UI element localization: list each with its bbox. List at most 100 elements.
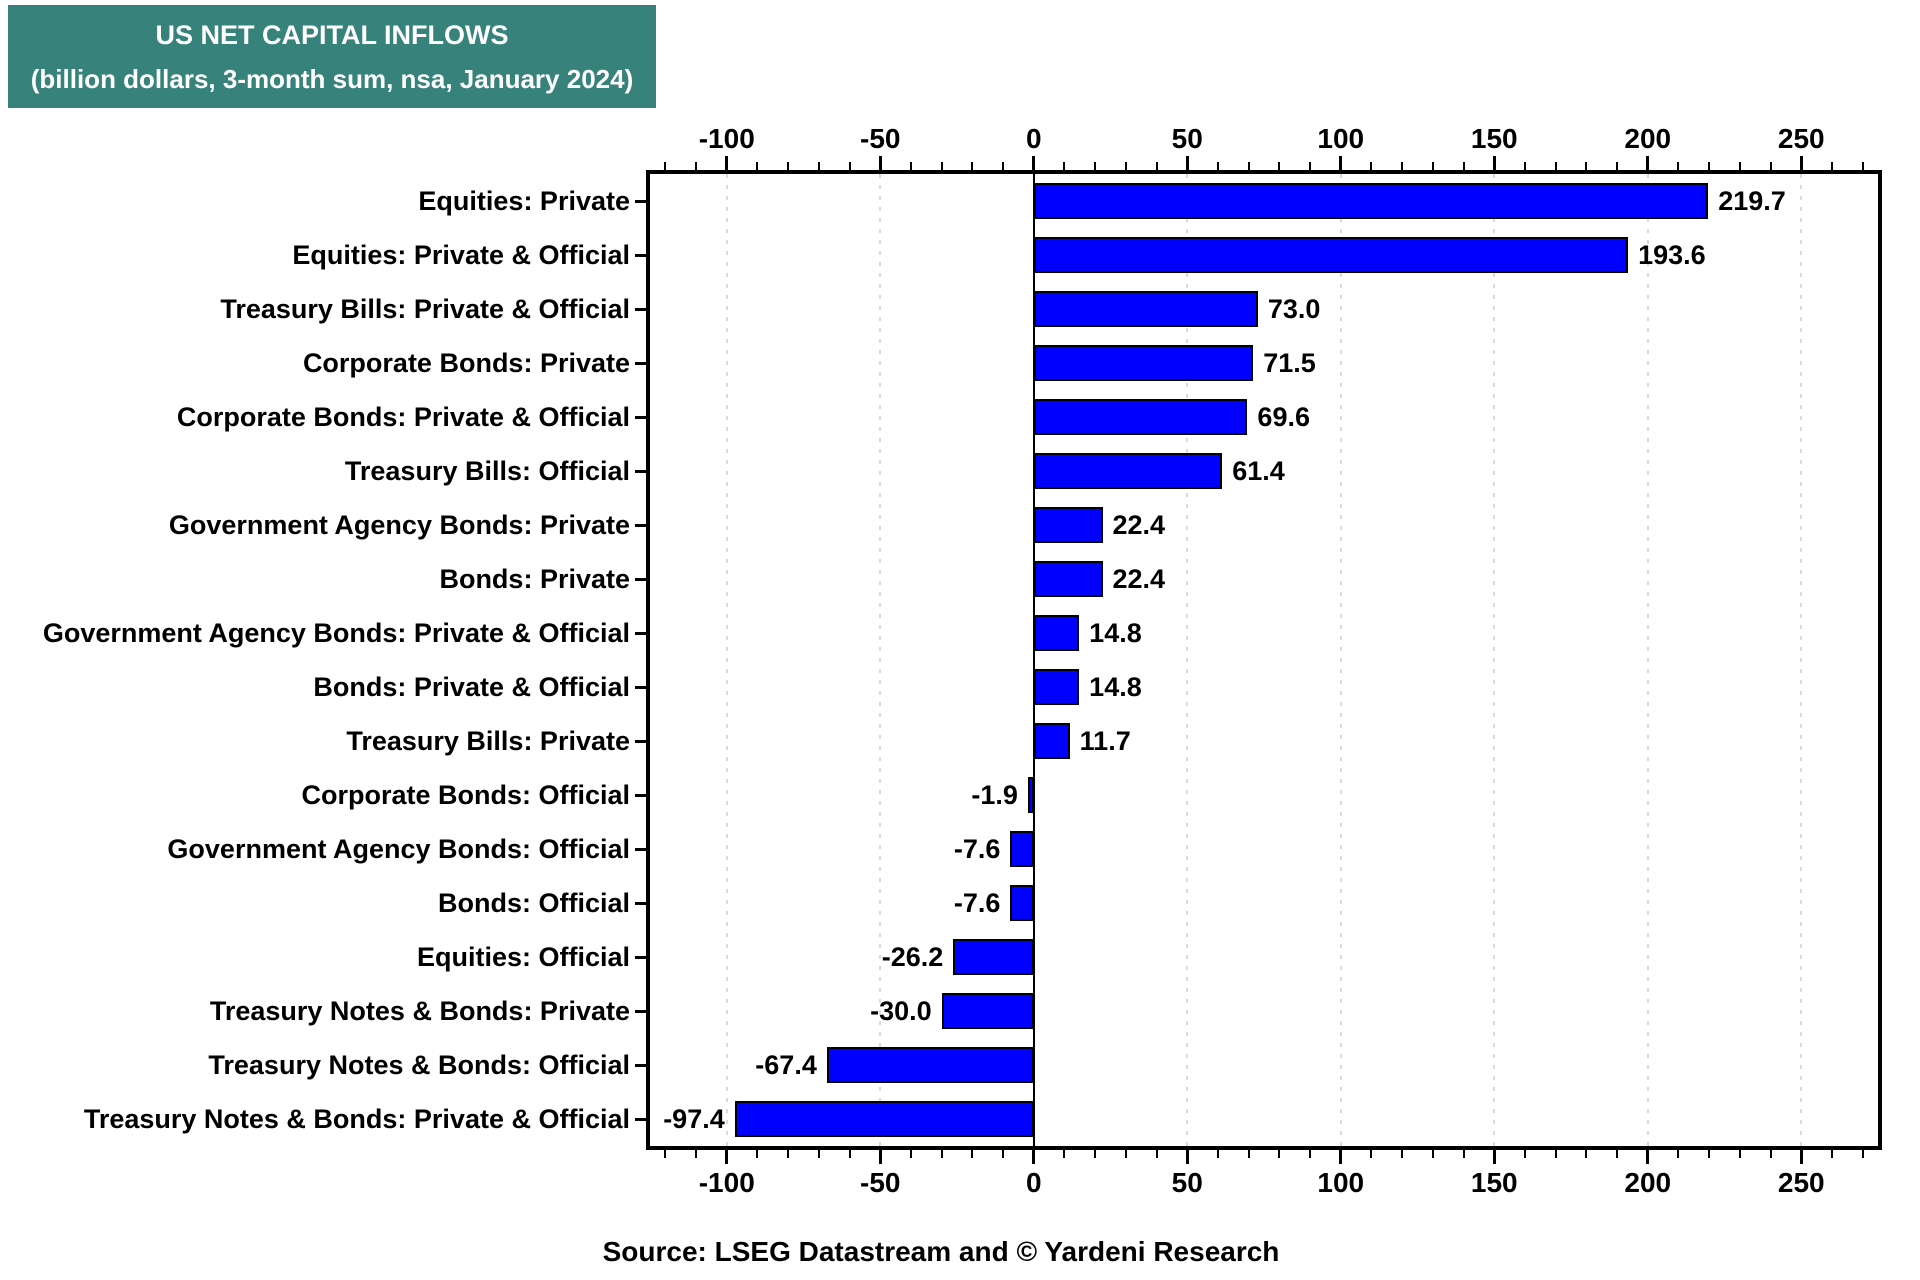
bar bbox=[953, 939, 1034, 975]
x-minor-tick-top bbox=[848, 162, 851, 170]
x-minor-tick-top bbox=[817, 162, 820, 170]
value-label: 71.5 bbox=[1263, 348, 1316, 378]
x-minor-tick-bottom bbox=[1616, 1150, 1619, 1158]
x-major-tick-bottom bbox=[1032, 1150, 1036, 1164]
bar bbox=[1010, 831, 1034, 867]
x-minor-tick-top bbox=[971, 162, 974, 170]
x-minor-tick-bottom bbox=[756, 1150, 759, 1158]
bar bbox=[1033, 183, 1709, 219]
x-minor-tick-top bbox=[940, 162, 943, 170]
bar bbox=[1033, 399, 1248, 435]
x-minor-tick-top bbox=[1861, 162, 1864, 170]
x-minor-tick-top bbox=[1278, 162, 1281, 170]
x-minor-tick-top bbox=[1738, 162, 1741, 170]
x-major-tick-bottom bbox=[878, 1150, 882, 1164]
category-tick bbox=[635, 901, 646, 905]
x-tick-label-bottom: 250 bbox=[1777, 1167, 1825, 1198]
x-minor-tick-top bbox=[664, 162, 667, 170]
bar bbox=[941, 993, 1034, 1029]
x-minor-tick-bottom bbox=[1431, 1150, 1434, 1158]
x-major-tick-top bbox=[1339, 156, 1343, 170]
x-minor-tick-bottom bbox=[1278, 1150, 1281, 1158]
x-minor-tick-bottom bbox=[1708, 1150, 1711, 1158]
x-minor-tick-top bbox=[1769, 162, 1772, 170]
x-minor-tick-top bbox=[1830, 162, 1833, 170]
category-tick bbox=[635, 523, 646, 527]
bar bbox=[1033, 615, 1080, 651]
x-minor-tick-top bbox=[1585, 162, 1588, 170]
category-tick bbox=[635, 577, 646, 581]
category-tick bbox=[635, 1117, 646, 1121]
x-minor-tick-top bbox=[1554, 162, 1557, 170]
category-tick bbox=[635, 847, 646, 851]
x-minor-tick-bottom bbox=[1216, 1150, 1219, 1158]
x-tick-label-top: 250 bbox=[1777, 123, 1825, 154]
category-label: Corporate Bonds: Private & Official bbox=[176, 402, 630, 432]
x-tick-label-bottom: 50 bbox=[1171, 1167, 1203, 1198]
bar bbox=[1027, 777, 1034, 813]
bar bbox=[1033, 453, 1223, 489]
x-minor-tick-bottom bbox=[1124, 1150, 1127, 1158]
x-minor-tick-bottom bbox=[1738, 1150, 1741, 1158]
category-tick bbox=[635, 793, 646, 797]
x-minor-tick-top bbox=[1462, 162, 1465, 170]
bar bbox=[734, 1101, 1034, 1137]
category-tick bbox=[635, 685, 646, 689]
x-minor-tick-top bbox=[1708, 162, 1711, 170]
gridline bbox=[725, 174, 728, 1146]
category-label: Treasury Notes & Bonds: Official bbox=[208, 1050, 630, 1080]
x-minor-tick-bottom bbox=[1861, 1150, 1864, 1158]
category-tick bbox=[635, 739, 646, 743]
category-label: Treasury Bills: Private bbox=[346, 726, 630, 756]
x-major-tick-bottom bbox=[1339, 1150, 1343, 1164]
x-minor-tick-top bbox=[695, 162, 698, 170]
x-minor-tick-top bbox=[1370, 162, 1373, 170]
bar bbox=[1033, 561, 1103, 597]
x-minor-tick-top bbox=[1094, 162, 1097, 170]
category-tick bbox=[635, 199, 646, 203]
x-minor-tick-bottom bbox=[1462, 1150, 1465, 1158]
value-label: 14.8 bbox=[1089, 618, 1142, 648]
value-label: -67.4 bbox=[755, 1050, 817, 1080]
x-minor-tick-top bbox=[1523, 162, 1526, 170]
x-minor-tick-bottom bbox=[971, 1150, 974, 1158]
x-minor-tick-bottom bbox=[1063, 1150, 1066, 1158]
x-tick-label-top: 150 bbox=[1470, 123, 1518, 154]
x-minor-tick-bottom bbox=[848, 1150, 851, 1158]
value-label: -7.6 bbox=[953, 888, 1001, 918]
x-minor-tick-top bbox=[909, 162, 912, 170]
x-major-tick-top bbox=[1492, 156, 1496, 170]
category-tick bbox=[635, 955, 646, 959]
x-minor-tick-bottom bbox=[909, 1150, 912, 1158]
category-label: Bonds: Official bbox=[437, 888, 630, 918]
x-tick-label-bottom: -50 bbox=[860, 1167, 901, 1198]
gridline bbox=[1339, 174, 1342, 1146]
value-label: -1.9 bbox=[971, 780, 1018, 810]
x-minor-tick-top bbox=[756, 162, 759, 170]
x-minor-tick-bottom bbox=[1554, 1150, 1557, 1158]
category-label: Equities: Official bbox=[416, 942, 630, 972]
gridline bbox=[879, 174, 882, 1146]
category-label: Treasury Notes & Bonds: Private & Offici… bbox=[83, 1104, 630, 1134]
bar bbox=[1033, 291, 1258, 327]
x-minor-tick-top bbox=[1616, 162, 1619, 170]
x-major-tick-bottom bbox=[1492, 1150, 1496, 1164]
category-label: Government Agency Bonds: Private & Offic… bbox=[42, 618, 630, 648]
x-minor-tick-top bbox=[1002, 162, 1005, 170]
x-minor-tick-bottom bbox=[1523, 1150, 1526, 1158]
value-label: 69.6 bbox=[1257, 402, 1310, 432]
category-label: Bonds: Private bbox=[439, 564, 630, 594]
bar bbox=[1033, 723, 1070, 759]
zero-axis-line bbox=[1032, 174, 1035, 1146]
x-minor-tick-top bbox=[1247, 162, 1250, 170]
category-label: Government Agency Bonds: Private bbox=[168, 510, 630, 540]
bar bbox=[1033, 507, 1103, 543]
value-label: 22.4 bbox=[1112, 510, 1166, 540]
value-label: 22.4 bbox=[1112, 564, 1166, 594]
category-label: Treasury Bills: Private & Official bbox=[220, 294, 630, 324]
bar bbox=[1010, 885, 1034, 921]
value-label: -26.2 bbox=[881, 942, 944, 972]
x-minor-tick-bottom bbox=[664, 1150, 667, 1158]
x-minor-tick-top bbox=[1155, 162, 1158, 170]
x-minor-tick-bottom bbox=[1401, 1150, 1404, 1158]
